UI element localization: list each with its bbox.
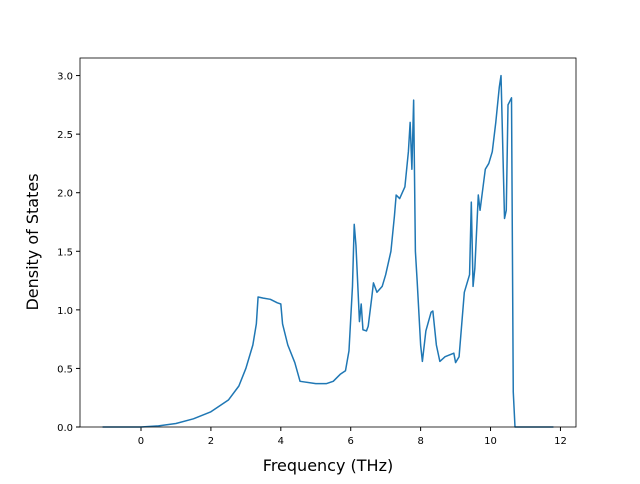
x-tick-label: 6 bbox=[348, 436, 354, 447]
x-axis-label: Frequency (THz) bbox=[263, 456, 393, 475]
y-tick-label: 0.0 bbox=[57, 423, 73, 434]
line-series bbox=[102, 74, 554, 428]
y-tick-label: 1.5 bbox=[57, 247, 73, 258]
x-tick-label: 2 bbox=[208, 436, 214, 447]
x-tick-label: 12 bbox=[554, 436, 567, 447]
x-tick-label: 8 bbox=[417, 436, 423, 447]
y-axis-label: Density of States bbox=[23, 173, 42, 310]
x-tick-label: 0 bbox=[138, 436, 144, 447]
y-tick-label: 1.0 bbox=[57, 306, 73, 317]
y-tick-label: 3.0 bbox=[57, 72, 73, 83]
x-tick-label: 4 bbox=[278, 436, 284, 447]
y-tick-label: 2.0 bbox=[57, 189, 73, 200]
plot-frame bbox=[79, 57, 577, 428]
y-tick-label: 2.5 bbox=[57, 130, 73, 141]
x-tick-label: 10 bbox=[484, 436, 497, 447]
y-tick-label: 0.5 bbox=[57, 364, 73, 375]
